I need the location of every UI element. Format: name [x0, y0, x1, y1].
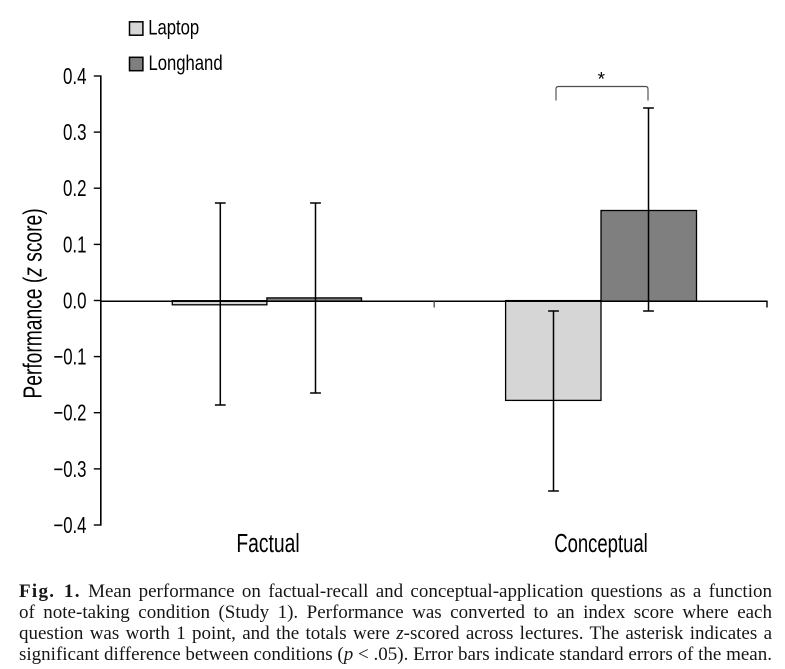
svg-text:*: * [598, 69, 606, 90]
svg-text:0.4: 0.4 [63, 65, 86, 90]
svg-text:−0.4: −0.4 [53, 514, 86, 539]
svg-text:Longhand: Longhand [149, 52, 223, 75]
svg-text:Factual: Factual [236, 528, 299, 558]
svg-text:0.1: 0.1 [63, 233, 86, 258]
svg-text:Conceptual: Conceptual [554, 529, 647, 558]
svg-text:−0.3: −0.3 [53, 457, 86, 482]
svg-text:−0.1: −0.1 [53, 345, 86, 370]
svg-text:0.2: 0.2 [63, 177, 86, 202]
svg-text:Laptop: Laptop [148, 17, 199, 40]
svg-text:Performance (z score): Performance (z score) [18, 208, 48, 398]
svg-text:0.3: 0.3 [63, 121, 86, 146]
svg-text:−0.2: −0.2 [53, 401, 86, 426]
svg-text:0.0: 0.0 [63, 289, 86, 314]
